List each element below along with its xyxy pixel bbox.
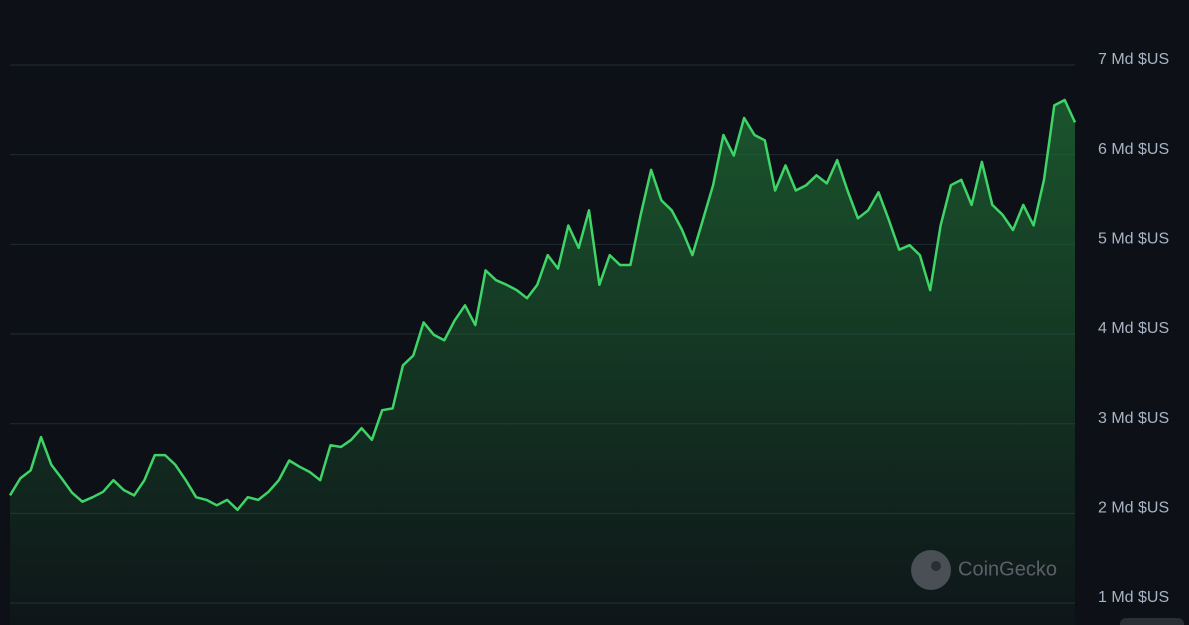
plot <box>8 98 1077 625</box>
y-tick-label: 4 Md $US <box>1098 320 1169 337</box>
watermark-logo <box>911 550 951 590</box>
watermark-logo-eye <box>931 561 941 571</box>
y-tick-label: 5 Md $US <box>1098 231 1169 248</box>
y-tick-label: 6 Md $US <box>1098 141 1169 158</box>
control[interactable] <box>1120 618 1184 625</box>
watermark: CoinGecko <box>958 558 1057 580</box>
line <box>8 98 1077 512</box>
y-tick-label: 2 Md $US <box>1098 500 1169 517</box>
y-tick-label: 1 Md $US <box>1098 589 1169 606</box>
y-tick-label: 7 Md $US <box>1098 51 1169 68</box>
area <box>10 100 1075 625</box>
y-tick-label: 3 Md $US <box>1098 410 1169 427</box>
